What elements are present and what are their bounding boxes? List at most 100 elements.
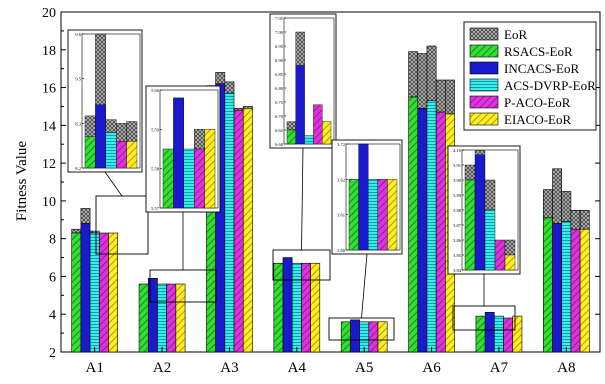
inset-bar: [183, 148, 195, 209]
inset-tick-label: 3.87: [453, 223, 462, 228]
eor-bar: [579, 210, 590, 230]
bar-incacs-eor: [282, 257, 293, 353]
eor-bar: [426, 45, 437, 102]
inset-eor-bar: [474, 150, 486, 155]
inset-eor-bar: [484, 179, 496, 211]
inset-tick-label: 4.10: [453, 148, 462, 153]
bar-p-aco-eor: [368, 321, 379, 353]
inset-bar: [295, 65, 305, 145]
inset-tick-label: 3.62: [337, 177, 345, 182]
legend-label: RSACS-EoR: [504, 44, 573, 59]
bar-eiaco-eor: [108, 232, 118, 353]
inset-tick-label: 8.3: [75, 121, 81, 126]
inset-tick-label: 3.85: [453, 253, 462, 258]
eor-bar: [435, 79, 446, 113]
y-tick-label: 10: [42, 195, 56, 210]
bar-rsacs-eor: [543, 217, 553, 353]
legend-label: EoR: [504, 27, 527, 42]
bar-p-aco-eor: [435, 111, 446, 353]
inset-tick-label: 6.95: [275, 44, 284, 49]
inset-eor-bar: [464, 164, 476, 181]
bar-eiaco-eor: [579, 228, 590, 353]
plot-area: 2 4 6 8 10 12 14 16 18 20 A1 A2 A3 A4 A5 A6 A7 A8 8.2 8.3 9.…: [42, 6, 601, 376]
bar-rsacs-eor: [340, 321, 351, 353]
inset-bar: [126, 140, 138, 169]
eor-bar: [561, 191, 572, 222]
inset-eor-bar: [295, 31, 305, 66]
inset-bar: [173, 97, 184, 209]
bar-eiaco-eor: [242, 108, 253, 353]
inset-bar: [204, 129, 216, 209]
inset-tick-label: 3.86: [453, 238, 462, 243]
inset-tick-label: 3.90: [453, 178, 462, 183]
eor-bar: [224, 81, 235, 94]
inset-bar: [504, 254, 516, 271]
y-tick-label: 18: [42, 44, 56, 59]
y-tick-label: 20: [42, 6, 56, 21]
inset-bar: [464, 179, 476, 271]
inset-bar: [193, 148, 205, 209]
x-tick-label: A2: [153, 360, 171, 376]
eor-bar: [570, 210, 581, 230]
inset-tick-label: 3.88: [453, 208, 462, 213]
legend-swatch: [469, 61, 499, 75]
bar-p-aco-eor: [570, 228, 581, 353]
bar-rsacs-eor: [408, 96, 419, 353]
x-tick-label: A6: [422, 360, 441, 376]
bar-eiaco-eor: [175, 283, 186, 353]
bar-p-aco-eor: [301, 262, 311, 353]
inset-bar: [313, 104, 323, 145]
inset-bar: [286, 129, 297, 145]
x-tick-label: A5: [355, 360, 373, 376]
inset-tick-label: 6.65: [275, 128, 284, 133]
bar-incacs-eor: [350, 319, 360, 353]
inset-tick-label: 6.75: [275, 100, 284, 105]
bar-eiaco-eor: [310, 262, 321, 353]
bar-acs-dvrp-eor: [426, 100, 437, 353]
bar-acs-dvrp-eor: [157, 283, 167, 353]
y-tick-label: 16: [42, 82, 56, 97]
bar-p-aco-eor: [98, 232, 109, 353]
inset-bar: [115, 140, 127, 169]
bar-p-aco-eor: [503, 317, 514, 353]
inset-tick-label: 3.72: [337, 142, 345, 147]
y-tick-label: 4: [49, 308, 56, 323]
inset-tick-label: 7.00: [275, 30, 284, 35]
inset-bar: [105, 132, 117, 169]
bar-incacs-eor: [417, 108, 428, 353]
bar-acs-dvrp-eor: [89, 232, 100, 353]
inset-bar: [484, 209, 496, 271]
inset-tick-label: 6.80: [275, 86, 284, 91]
bar-incacs-eor: [484, 312, 495, 353]
eor-bar: [80, 208, 91, 224]
eor-bar: [417, 53, 428, 109]
inset-bar: [377, 179, 388, 251]
inset-tick-label: 9.5: [75, 77, 81, 82]
inset-tick-label: 5.57: [151, 206, 160, 211]
bar-acs-dvrp-eor: [494, 315, 504, 353]
zoom-connector: [301, 147, 304, 251]
y-tick-label: 14: [42, 119, 56, 134]
inset-bar: [348, 179, 359, 251]
inset-tick-label: 3.89: [453, 193, 462, 198]
bar-acs-dvrp-eor: [291, 262, 302, 353]
zoom-connector: [104, 171, 123, 197]
zoom-connector: [361, 253, 368, 319]
inset-eor-bar: [126, 121, 138, 142]
bar-rsacs-eor: [71, 232, 82, 353]
inset-tick-label: 6.70: [275, 114, 284, 119]
eor-bar: [215, 72, 226, 85]
bar-eiaco-eor: [377, 321, 388, 353]
eor-bar: [408, 51, 419, 98]
bar-p-aco-eor: [233, 109, 244, 353]
x-tick-label: A7: [490, 360, 509, 376]
bar-incacs-eor: [80, 223, 91, 353]
legend-swatch: [469, 44, 499, 58]
y-tick-label: 12: [42, 157, 56, 172]
x-tick-label: A4: [288, 360, 307, 376]
inset-tick-label: 9.6: [75, 32, 81, 37]
inset-eor-bar: [95, 33, 107, 105]
bar-incacs-eor: [552, 223, 563, 353]
legend-swatch: [469, 78, 499, 92]
